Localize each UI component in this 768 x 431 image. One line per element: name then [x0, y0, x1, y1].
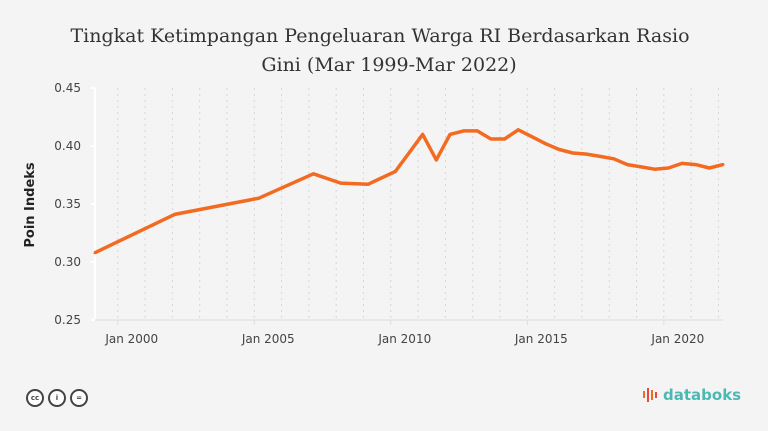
brand-name: databoks [663, 386, 742, 404]
chart-title: Tingkat Ketimpangan Pengeluaran Warga RI… [0, 22, 768, 80]
data-point [612, 157, 616, 161]
data-point [721, 163, 725, 167]
x-tick-label: Jan 2010 [377, 332, 431, 346]
data-point [598, 154, 602, 158]
y-axis-label: Poin Indeks [23, 162, 38, 248]
data-point [339, 181, 343, 185]
data-point [475, 129, 479, 133]
cc-icon: cc [26, 389, 44, 407]
data-point [421, 132, 425, 136]
data-point [584, 152, 588, 156]
data-point [173, 212, 177, 216]
data-point [311, 172, 315, 176]
data-point [571, 151, 575, 155]
data-point [462, 129, 466, 133]
y-tick-label: 0.45 [54, 81, 81, 95]
data-point [93, 251, 97, 255]
data-point [448, 132, 452, 136]
data-point [666, 166, 670, 170]
data-point [694, 163, 698, 167]
data-point [366, 182, 370, 186]
y-tick-label: 0.25 [54, 313, 81, 327]
data-point [489, 137, 493, 141]
data-point [557, 147, 561, 151]
data-point [707, 166, 711, 170]
databoks-logo[interactable]: databoks [642, 386, 741, 404]
data-point [434, 158, 438, 162]
y-tick-label: 0.40 [54, 139, 81, 153]
databoks-logo-icon [643, 388, 657, 402]
data-point [625, 163, 629, 167]
y-tick-label: 0.30 [54, 255, 81, 269]
data-point [503, 137, 507, 141]
data-point [530, 135, 534, 139]
data-point [639, 165, 643, 169]
data-point [516, 128, 520, 132]
x-tick-label: Jan 2020 [650, 332, 704, 346]
data-point [680, 161, 684, 165]
no-derivatives-icon: = [70, 389, 88, 407]
x-tick-label: Jan 2000 [104, 332, 158, 346]
attribution-icon: i [48, 389, 66, 407]
data-point [257, 196, 261, 200]
chart-title-line2: Gini (Mar 1999-Mar 2022) [261, 54, 517, 76]
license-icons: cc i = [26, 389, 88, 407]
x-tick-label: Jan 2015 [514, 332, 568, 346]
series-line [94, 128, 724, 255]
data-point [653, 167, 657, 171]
x-tick-label: Jan 2005 [241, 332, 295, 346]
data-point [544, 142, 548, 146]
y-tick-label: 0.35 [54, 197, 81, 211]
data-point [393, 170, 397, 174]
chart-title-line1: Tingkat Ketimpangan Pengeluaran Warga RI… [70, 25, 690, 47]
